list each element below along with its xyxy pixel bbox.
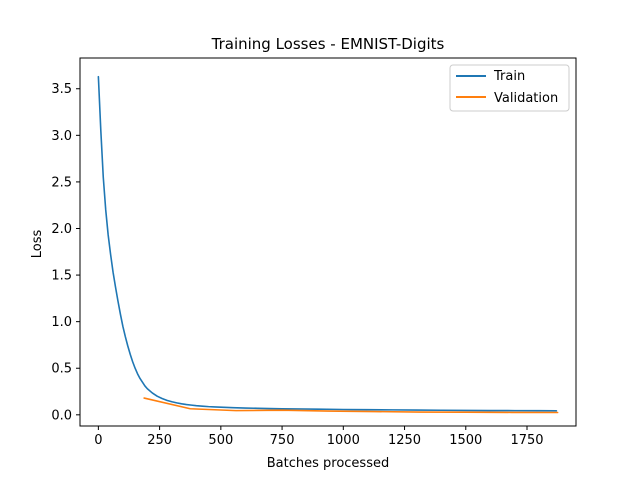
- legend: Train Validation: [449, 64, 570, 112]
- x-tick-label: 1500: [449, 433, 482, 448]
- x-tick-label: 1250: [388, 433, 421, 448]
- x-tick-label: 500: [208, 433, 233, 448]
- y-tick-label: 1.0: [51, 315, 72, 330]
- y-tick-label: 0.0: [51, 408, 72, 423]
- x-axis-label: Batches processed: [267, 456, 389, 471]
- series-lines: [97, 75, 559, 414]
- y-axis-ticks: 0.0 0.5 1.0 1.5 2.0 2.5 3.0 3.5: [51, 82, 80, 423]
- series-line-train: [97, 75, 558, 412]
- y-tick-label: 2.0: [51, 222, 72, 237]
- y-tick-label: 3.0: [51, 129, 72, 144]
- y-tick-label: 0.5: [51, 362, 72, 377]
- y-tick-label: 3.5: [51, 82, 72, 97]
- x-tick-label: 750: [270, 433, 295, 448]
- chart-title: Training Losses - EMNIST-Digits: [211, 35, 445, 53]
- plot-area: [79, 57, 577, 427]
- x-tick-label: 250: [147, 433, 172, 448]
- y-tick-label: 2.5: [51, 175, 72, 190]
- legend-label-train: Train: [493, 69, 525, 84]
- x-tick-label: 1750: [510, 433, 543, 448]
- x-axis-ticks: 0 250 500 750 1000 1250 1500 1750: [94, 426, 544, 448]
- x-tick-label: 1000: [327, 433, 360, 448]
- series-line-validation: [143, 397, 559, 414]
- y-tick-label: 1.5: [51, 269, 72, 284]
- x-tick-label: 0: [94, 433, 102, 448]
- y-axis-label: Loss: [30, 230, 45, 259]
- legend-label-validation: Validation: [494, 91, 558, 106]
